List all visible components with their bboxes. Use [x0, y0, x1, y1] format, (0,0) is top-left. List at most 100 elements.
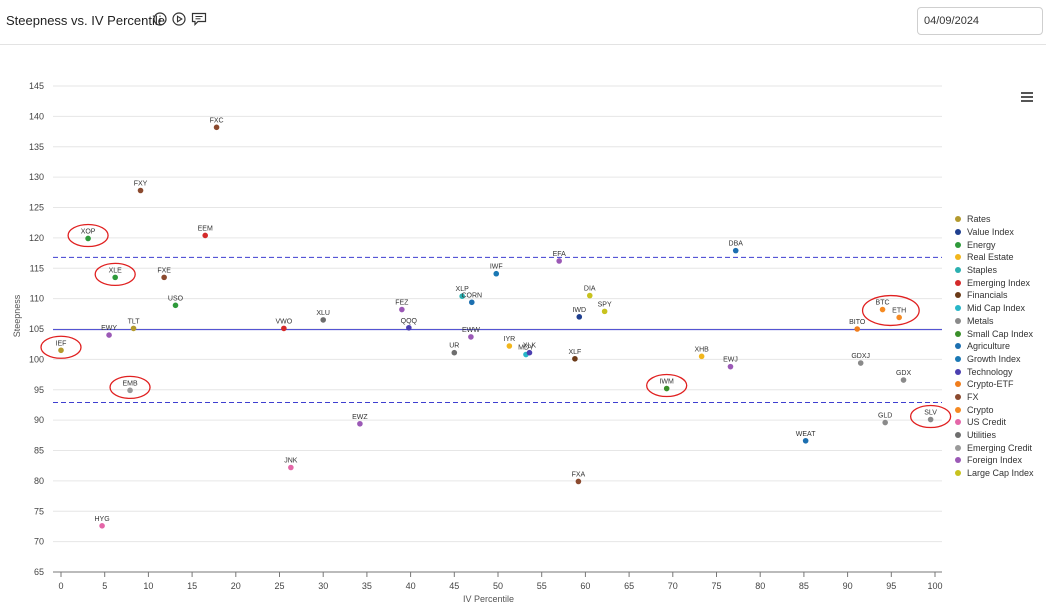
- play-icon[interactable]: [172, 12, 186, 26]
- data-point[interactable]: [572, 355, 578, 362]
- data-point[interactable]: [320, 317, 327, 323]
- legend-item[interactable]: Energy: [955, 238, 1043, 251]
- data-label: QQQ: [401, 318, 418, 325]
- data-point[interactable]: [137, 187, 144, 194]
- legend-label: Utilities: [967, 430, 997, 441]
- data-point[interactable]: [161, 274, 167, 281]
- legend-item[interactable]: Growth Index: [955, 353, 1043, 366]
- info-icon[interactable]: [153, 12, 167, 26]
- data-label: EMB: [122, 380, 138, 387]
- legend-dot: [955, 267, 961, 274]
- data-point[interactable]: [99, 523, 105, 529]
- data-label: SPY: [598, 301, 612, 308]
- y-tick-label: 110: [30, 294, 44, 304]
- data-point[interactable]: [288, 464, 294, 471]
- data-point[interactable]: [172, 302, 179, 309]
- data-point[interactable]: [127, 387, 133, 394]
- legend-dot: [955, 406, 961, 413]
- data-label: FXY: [134, 180, 148, 187]
- annotation-circle: [94, 262, 136, 287]
- x-tick-label: 25: [274, 581, 284, 591]
- data-label: CORN: [461, 292, 482, 299]
- data-point[interactable]: [857, 360, 864, 366]
- legend-item[interactable]: Emerging Credit: [955, 441, 1043, 454]
- data-point[interactable]: [357, 420, 363, 427]
- data-label: EWY: [101, 325, 117, 332]
- legend-item[interactable]: Rates: [955, 213, 1043, 226]
- data-points: FXC FXY XOP EEM XLE FXE USO EWY TLT IEF EMB VWO XLU F…: [56, 117, 937, 529]
- legend-item[interactable]: Large Cap Index: [955, 467, 1043, 480]
- legend-label: Foreign Index: [967, 455, 1023, 466]
- legend-item[interactable]: Technology: [955, 365, 1043, 378]
- legend-dot: [955, 254, 961, 261]
- data-point[interactable]: [506, 343, 513, 349]
- data-point[interactable]: [586, 292, 593, 299]
- data-point[interactable]: [601, 308, 608, 315]
- legend-dot: [955, 292, 961, 299]
- data-point[interactable]: [556, 258, 562, 264]
- data-label: DBA: [729, 241, 744, 248]
- data-point[interactable]: [85, 235, 91, 242]
- data-point[interactable]: [399, 306, 405, 313]
- y-tick-label: 135: [29, 142, 44, 152]
- legend-dot: [955, 419, 961, 426]
- date-field[interactable]: [917, 7, 1043, 35]
- legend-item[interactable]: Crypto-ETF: [955, 378, 1043, 391]
- data-label: IWD: [572, 307, 586, 314]
- data-point[interactable]: [493, 270, 500, 277]
- data-point[interactable]: [576, 314, 583, 320]
- data-point[interactable]: [106, 332, 112, 338]
- legend-item[interactable]: Agriculture: [955, 340, 1043, 353]
- y-tick-label: 140: [29, 111, 44, 121]
- data-point[interactable]: [927, 416, 934, 423]
- data-point[interactable]: [58, 347, 64, 354]
- legend-item[interactable]: Emerging Index: [955, 276, 1043, 289]
- legend-item[interactable]: FX: [955, 391, 1043, 404]
- data-point[interactable]: [130, 325, 137, 332]
- legend-item[interactable]: Staples: [955, 264, 1043, 277]
- legend-item[interactable]: Crypto: [955, 403, 1043, 416]
- data-point[interactable]: [468, 299, 475, 306]
- axes: 6570758085909510010511011512012513013514…: [12, 81, 943, 602]
- data-point[interactable]: [202, 232, 209, 239]
- data-point[interactable]: [698, 353, 705, 360]
- legend-dot: [955, 381, 961, 388]
- data-point[interactable]: [896, 314, 902, 321]
- legend-item[interactable]: Financials: [955, 289, 1043, 302]
- data-point[interactable]: [854, 326, 861, 332]
- legend-item[interactable]: Mid Cap Index: [955, 302, 1043, 315]
- data-point[interactable]: [451, 349, 458, 356]
- data-point[interactable]: [459, 293, 465, 299]
- data-point[interactable]: [882, 419, 888, 426]
- data-point[interactable]: [112, 274, 118, 281]
- x-tick-label: 15: [187, 581, 197, 591]
- data-point[interactable]: [663, 385, 670, 392]
- annotation-circle: [909, 404, 952, 429]
- legend-item[interactable]: Foreign Index: [955, 454, 1043, 467]
- data-point[interactable]: [879, 306, 886, 313]
- legend-item[interactable]: Value Index: [955, 226, 1043, 239]
- data-point[interactable]: [900, 377, 907, 383]
- legend-item[interactable]: US Credit: [955, 416, 1043, 429]
- data-point[interactable]: [732, 247, 739, 254]
- legend-label: Growth Index: [967, 353, 1021, 364]
- legend-item[interactable]: Real Estate: [955, 251, 1043, 264]
- x-tick-label: 40: [406, 581, 416, 591]
- comment-icon[interactable]: [191, 12, 207, 26]
- legend-item[interactable]: Utilities: [955, 429, 1043, 442]
- data-label: FXE: [157, 267, 171, 274]
- data-point[interactable]: [406, 324, 412, 331]
- data-point[interactable]: [727, 363, 734, 370]
- data-point[interactable]: [802, 437, 809, 444]
- x-tick-label: 20: [231, 581, 241, 591]
- x-tick-label: 45: [449, 581, 459, 591]
- data-point[interactable]: [575, 478, 582, 485]
- data-point[interactable]: [468, 334, 474, 340]
- legend-item[interactable]: Metals: [955, 315, 1043, 328]
- data-point[interactable]: [526, 349, 533, 356]
- data-label: HYG: [94, 516, 109, 523]
- chart-menu-icon[interactable]: [1021, 92, 1033, 102]
- data-point[interactable]: [213, 124, 220, 131]
- data-point[interactable]: [281, 325, 287, 332]
- legend-item[interactable]: Small Cap Index: [955, 327, 1043, 340]
